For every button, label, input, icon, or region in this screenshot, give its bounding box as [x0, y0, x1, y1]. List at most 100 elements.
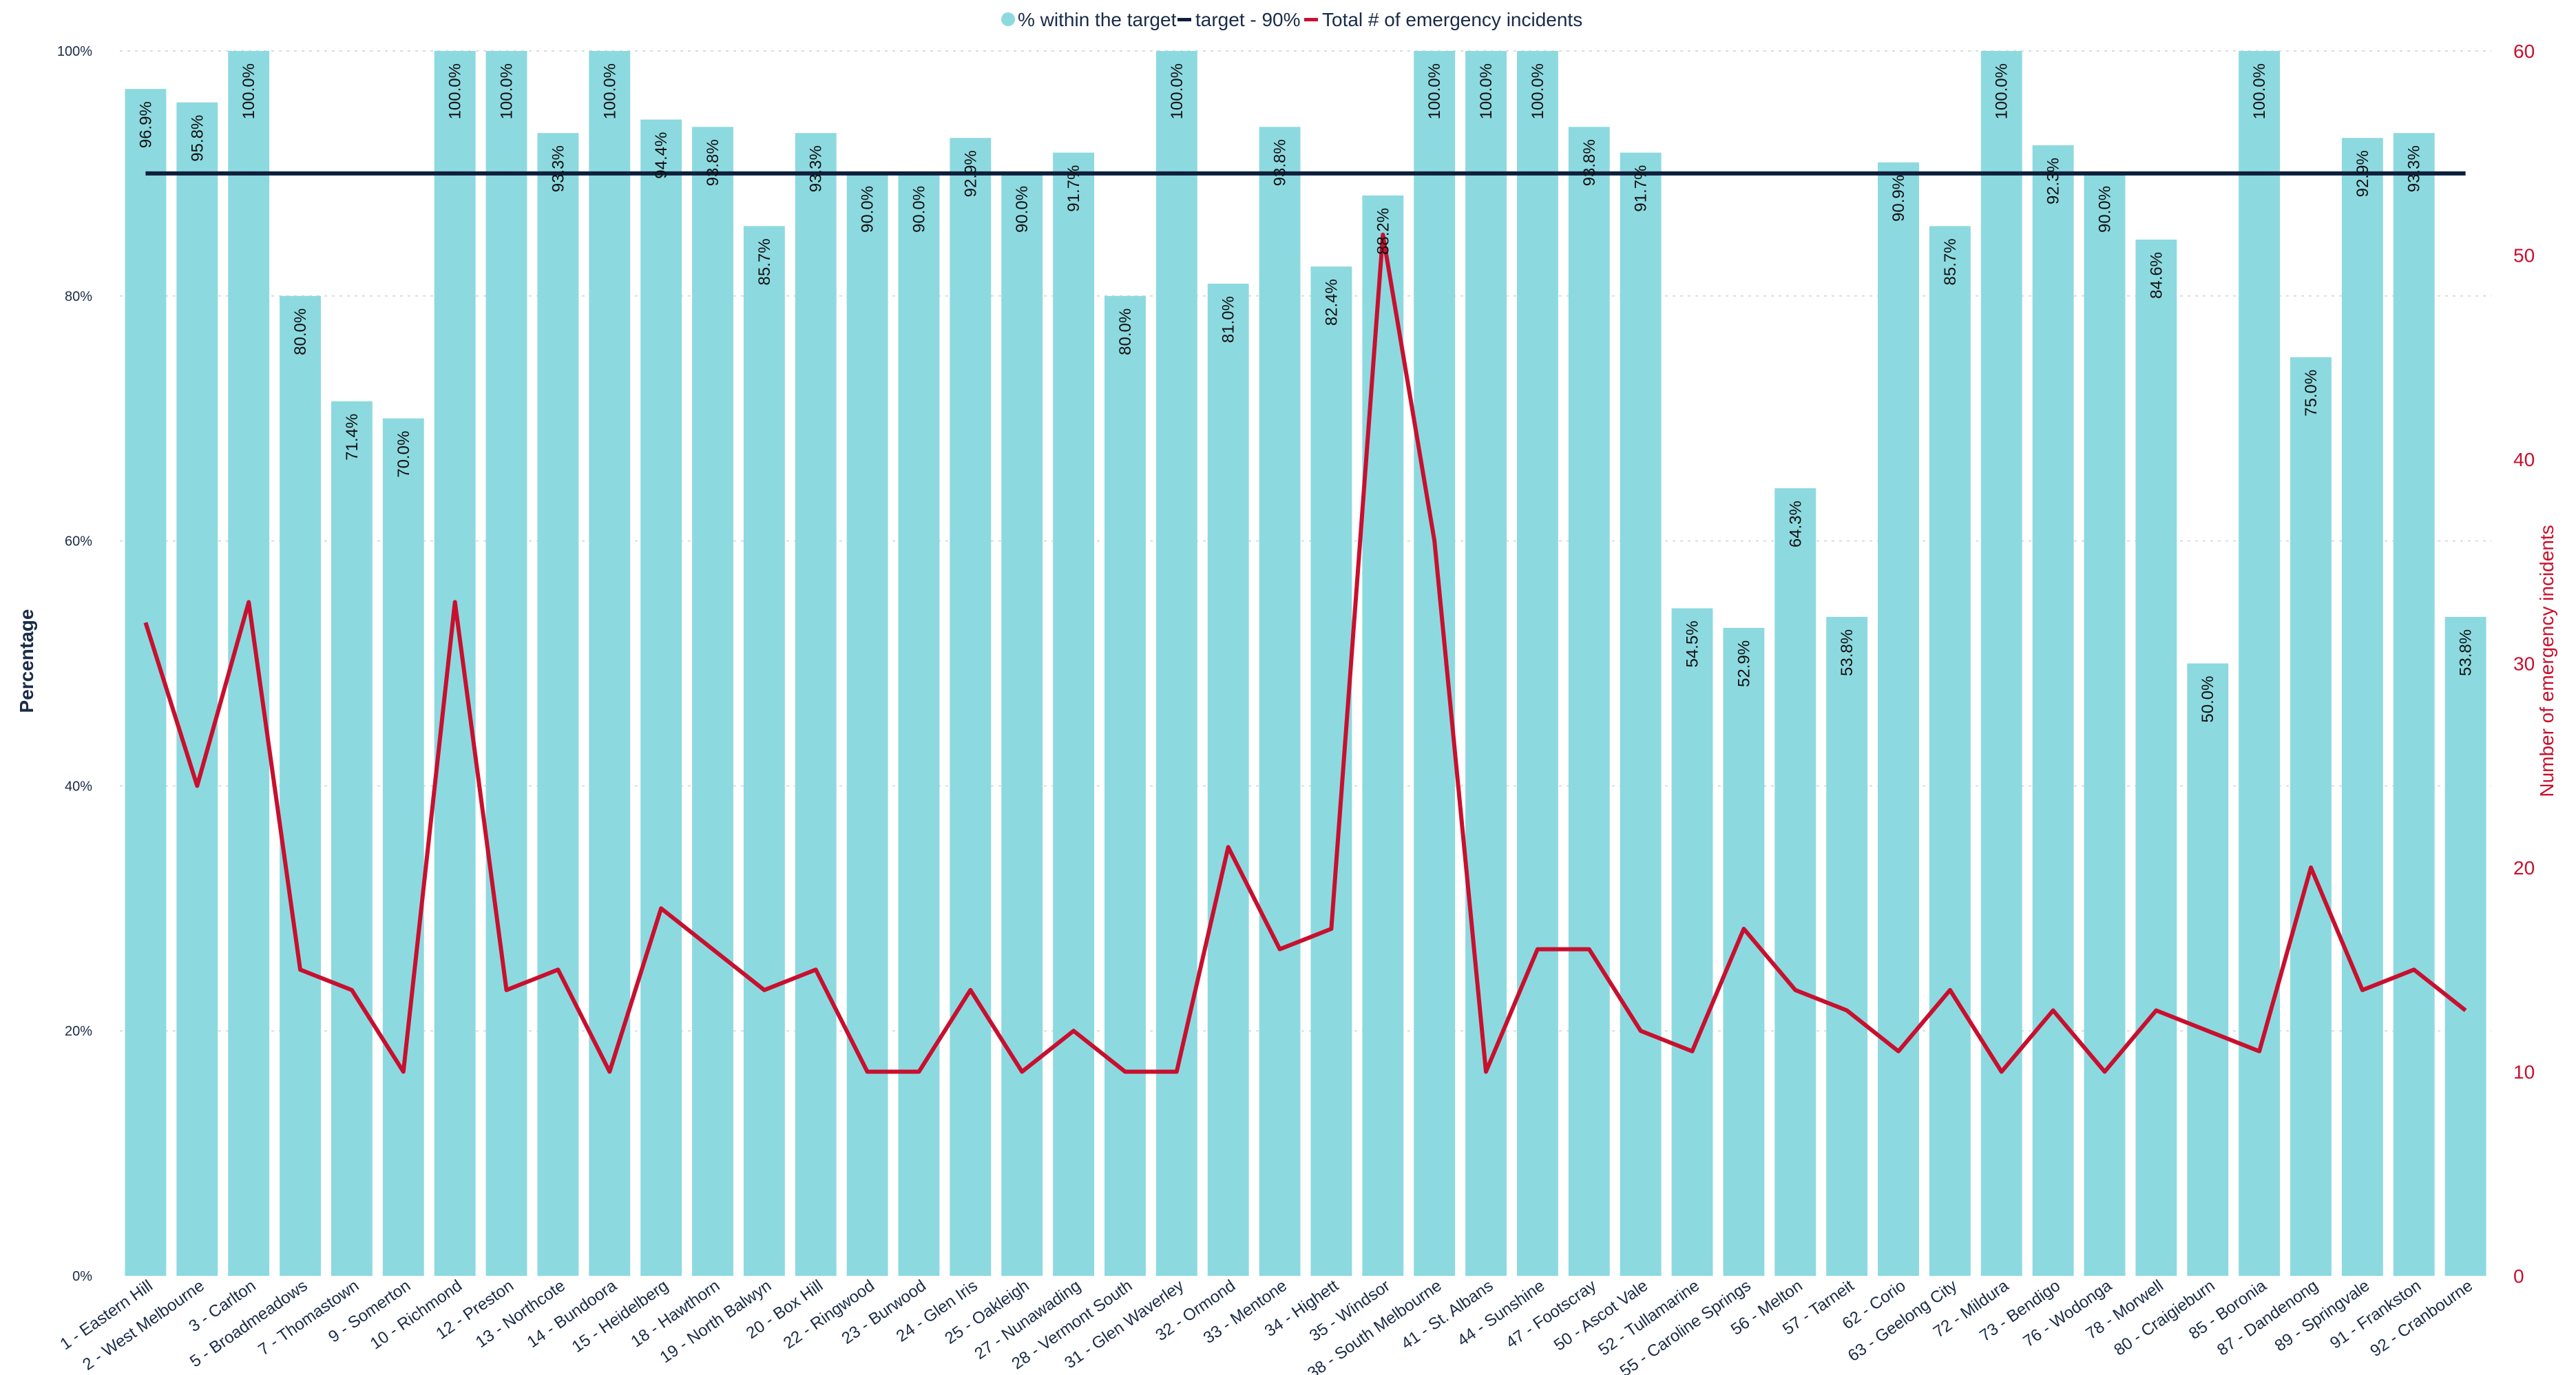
bar-data-label: 85.7%: [1941, 238, 1960, 285]
bar-data-label: 91.7%: [1632, 165, 1651, 212]
bar-data-label: 53.8%: [1838, 629, 1856, 676]
bar-data-label: 90.0%: [1013, 186, 1032, 233]
bar: [1980, 51, 2022, 1276]
bar-data-label: 81.0%: [1219, 296, 1238, 343]
bar-data-label: 93.3%: [2405, 145, 2424, 192]
bar-data-label: 100.0%: [1529, 63, 1547, 119]
bar-data-label: 82.4%: [1322, 279, 1341, 326]
bar-data-label: 94.4%: [652, 132, 671, 179]
bar-data-label: 100.0%: [1993, 63, 2011, 119]
bar: [1568, 127, 1610, 1277]
legend-target-label: target - 90%: [1195, 9, 1301, 30]
bar: [1878, 162, 1919, 1276]
bar: [1516, 51, 1558, 1276]
bar-data-label: 93.8%: [704, 139, 722, 186]
bar: [280, 295, 321, 1276]
bar: [537, 133, 579, 1276]
bar-data-label: 100.0%: [1425, 63, 1444, 119]
legend: % within the target target - 90% Total #…: [1001, 9, 1582, 30]
bar: [1671, 608, 1713, 1276]
y-tick-label-right: 0: [2513, 1266, 2524, 1287]
bar: [743, 226, 785, 1277]
bar-data-label: 93.3%: [807, 145, 826, 192]
y-tick-label-right: 10: [2513, 1062, 2535, 1083]
y-axis-right: 0 10 20 30 40 50 60: [2513, 41, 2535, 1287]
bar-data-label: 92.9%: [2354, 150, 2372, 197]
bar-data-label: 88.2%: [1374, 208, 1392, 255]
legend-incidents-label: Total # of emergency incidents: [1322, 9, 1582, 30]
bar: [485, 51, 527, 1276]
bar-data-label: 92.9%: [961, 150, 980, 197]
bar: [2341, 138, 2383, 1277]
bar-data-label: 100.0%: [1477, 63, 1496, 119]
bar: [1310, 266, 1352, 1276]
x-tick-label: 76 - Wodonga: [2020, 1276, 2115, 1351]
y-tick-label-right: 60: [2513, 41, 2535, 62]
bar-data-label: 53.8%: [2457, 629, 2475, 676]
bars: [125, 51, 2486, 1277]
bar: [1465, 51, 1507, 1276]
bar: [898, 173, 940, 1276]
legend-bar-swatch: [1001, 12, 1015, 26]
bar: [1104, 295, 1146, 1276]
bar-data-label: 75.0%: [2302, 370, 2321, 417]
bar: [1155, 51, 1197, 1276]
bar: [589, 51, 631, 1276]
bar-data-label: 84.6%: [2147, 252, 2166, 299]
bar: [1259, 127, 1301, 1277]
y-tick-label-right: 20: [2513, 857, 2535, 879]
bar: [382, 418, 424, 1277]
bar-data-label: 93.8%: [1271, 139, 1290, 186]
legend-target-swatch: [1177, 18, 1191, 21]
y-axis-title-left: Percentage: [16, 609, 37, 713]
y-tick-label-left: 100%: [57, 44, 92, 59]
bar-data-label: 64.3%: [1786, 501, 1805, 547]
bar-data-label: 100.0%: [2250, 63, 2269, 119]
y-tick-label-right: 40: [2513, 449, 2535, 470]
bar: [2032, 145, 2074, 1276]
bar: [2239, 51, 2281, 1276]
bar-data-label: 85.7%: [755, 238, 774, 285]
bar-data-label: 93.3%: [549, 145, 567, 192]
bar: [1774, 488, 1816, 1276]
y-tick-label-left: 20%: [65, 1024, 92, 1039]
y-tick-label-left: 80%: [65, 289, 92, 304]
bar: [2135, 239, 2177, 1276]
bar-data-label: 100.0%: [600, 63, 619, 119]
y-axis-title-right: Number of emergency incidents: [2536, 525, 2557, 797]
bar: [228, 51, 270, 1276]
bar-data-label: 80.0%: [291, 308, 310, 355]
bar: [640, 119, 682, 1276]
bar: [2290, 357, 2332, 1276]
bar: [950, 138, 992, 1277]
bar: [331, 401, 373, 1277]
y-tick-label-right: 30: [2513, 653, 2535, 675]
bar: [1929, 226, 1971, 1277]
bar: [1414, 51, 1456, 1276]
bar: [1826, 616, 1868, 1276]
x-tick-label: 13 - Northcote: [472, 1277, 569, 1352]
bar: [846, 173, 888, 1276]
bar-data-label: 90.0%: [910, 186, 928, 233]
bar-data-label: 100.0%: [240, 63, 258, 119]
bar-data-label: 50.0%: [2199, 676, 2217, 723]
bar: [1001, 173, 1043, 1276]
bar: [2393, 133, 2435, 1276]
y-tick-label-right: 50: [2513, 245, 2535, 266]
bar-labels: 96.9% 95.8% 100.0% 80.0% 71.4% 70.0% 100.0% 100…: [136, 63, 2475, 723]
bar: [2187, 663, 2229, 1276]
y-tick-label-left: 60%: [65, 534, 92, 549]
bar-data-label: 100.0%: [446, 63, 465, 119]
bar: [176, 102, 218, 1276]
bar-data-label: 80.0%: [1116, 308, 1135, 355]
bar: [434, 51, 476, 1276]
legend-bar-label: % within the target: [1018, 9, 1177, 30]
bar-data-label: 91.7%: [1065, 165, 1083, 212]
x-tick-label: 44 - Sunshine: [1454, 1277, 1549, 1350]
bar: [1053, 152, 1095, 1277]
bar: [125, 89, 167, 1276]
bar: [1207, 284, 1249, 1276]
bar-data-label: 100.0%: [498, 63, 516, 119]
